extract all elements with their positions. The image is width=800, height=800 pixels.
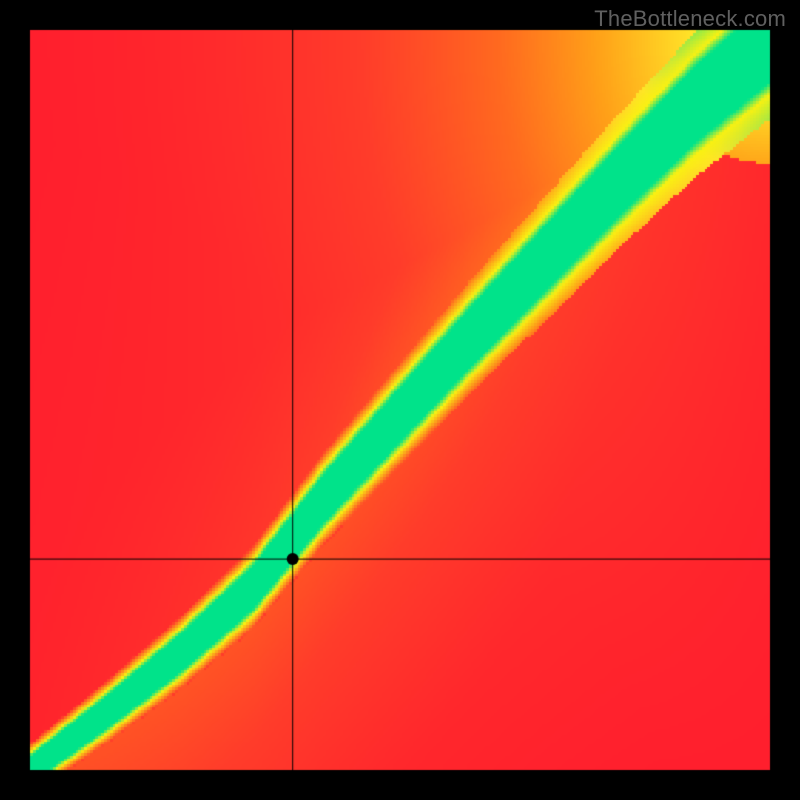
chart-container: TheBottleneck.com: [0, 0, 800, 800]
heatmap-canvas: [0, 0, 800, 800]
watermark-text: TheBottleneck.com: [594, 6, 786, 32]
